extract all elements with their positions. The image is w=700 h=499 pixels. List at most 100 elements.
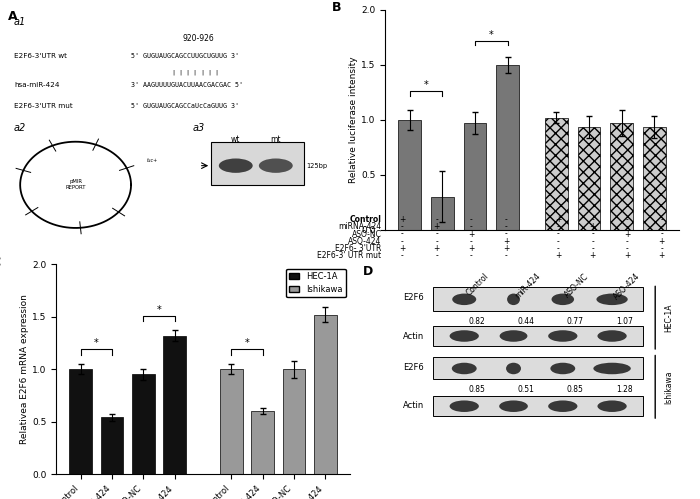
Text: B: B xyxy=(332,1,342,14)
Text: miR-424: miR-424 xyxy=(514,271,542,300)
Y-axis label: Relative luciferase intensity: Relative luciferase intensity xyxy=(349,56,358,183)
Bar xyxy=(433,396,643,416)
Text: 0.51: 0.51 xyxy=(517,385,534,394)
Bar xyxy=(398,120,421,230)
Text: mt: mt xyxy=(270,135,281,144)
Ellipse shape xyxy=(507,293,520,305)
Bar xyxy=(314,315,337,474)
Text: ASO-424: ASO-424 xyxy=(348,237,382,246)
Text: -: - xyxy=(556,244,559,253)
Text: ASO-NC: ASO-NC xyxy=(563,271,590,299)
Text: -: - xyxy=(660,244,663,253)
Text: 0.82: 0.82 xyxy=(468,317,485,326)
Text: E2F6- 3'UTR: E2F6- 3'UTR xyxy=(335,244,382,253)
Text: -: - xyxy=(470,237,473,246)
Text: +: + xyxy=(434,223,440,232)
Text: 1.07: 1.07 xyxy=(616,317,633,326)
Ellipse shape xyxy=(598,400,626,412)
Text: -: - xyxy=(592,215,594,224)
Text: +: + xyxy=(589,223,596,232)
Text: |: | xyxy=(187,70,189,75)
Text: -: - xyxy=(435,251,438,260)
Text: *: * xyxy=(489,29,493,39)
Text: Ishikawa: Ishikawa xyxy=(664,370,673,404)
Text: -: - xyxy=(626,244,629,253)
Text: -: - xyxy=(505,215,508,224)
Text: HEC-1A: HEC-1A xyxy=(664,303,673,332)
Text: 1.28: 1.28 xyxy=(616,385,633,394)
Text: 5' GUGUAUGCAGCCUUGCUGUUG 3': 5' GUGUAUGCAGCCUUGCUGUUG 3' xyxy=(131,53,239,59)
Text: 125bp: 125bp xyxy=(307,163,328,169)
Text: -: - xyxy=(470,251,473,260)
Bar xyxy=(164,336,186,474)
Bar xyxy=(463,123,486,230)
Text: |: | xyxy=(172,70,174,75)
Text: 0.85: 0.85 xyxy=(468,385,485,394)
Text: 0.77: 0.77 xyxy=(566,317,584,326)
Text: -: - xyxy=(435,237,438,246)
Ellipse shape xyxy=(548,400,578,412)
Bar xyxy=(643,127,666,230)
Text: Actin: Actin xyxy=(402,401,424,410)
Y-axis label: Relativea E2F6 mRNA expression: Relativea E2F6 mRNA expression xyxy=(20,294,29,444)
Text: 3' AAGUUUUGUACUUAACGACGAC 5': 3' AAGUUUUGUACUUAACGACGAC 5' xyxy=(131,82,243,88)
Text: wt: wt xyxy=(231,135,240,144)
Text: |: | xyxy=(194,70,196,75)
Ellipse shape xyxy=(552,293,574,305)
Text: -: - xyxy=(470,223,473,232)
Text: -: - xyxy=(626,223,629,232)
Text: -: - xyxy=(505,251,508,260)
Text: *: * xyxy=(244,338,249,348)
Text: hsa-miR-424: hsa-miR-424 xyxy=(14,82,60,88)
Text: +: + xyxy=(659,237,665,246)
Text: +: + xyxy=(503,244,509,253)
Text: +: + xyxy=(589,251,596,260)
Text: D: D xyxy=(363,265,373,278)
Text: +: + xyxy=(555,251,561,260)
Bar xyxy=(220,369,242,474)
Text: -: - xyxy=(660,215,663,224)
Text: -: - xyxy=(626,215,629,224)
Text: a3: a3 xyxy=(193,123,205,133)
Text: 5' GUGUAUGCAGCCaUcCaGUUG 3': 5' GUGUAUGCAGCCaUcCaGUUG 3' xyxy=(131,103,239,109)
Text: ASO-424: ASO-424 xyxy=(612,271,642,301)
Ellipse shape xyxy=(219,159,253,173)
Text: +: + xyxy=(503,237,509,246)
Text: a2: a2 xyxy=(14,123,27,133)
Ellipse shape xyxy=(506,363,521,374)
Text: +: + xyxy=(659,251,665,260)
Text: -: - xyxy=(556,223,559,232)
Ellipse shape xyxy=(449,400,479,412)
Text: miRNA-424: miRNA-424 xyxy=(338,223,382,232)
Text: -: - xyxy=(556,237,559,246)
Bar xyxy=(101,418,123,474)
Bar xyxy=(283,369,305,474)
Text: ASO-NC: ASO-NC xyxy=(351,230,382,239)
Text: *: * xyxy=(157,305,162,315)
Text: -: - xyxy=(592,237,594,246)
Text: -: - xyxy=(505,223,508,232)
Text: -: - xyxy=(660,230,663,239)
Ellipse shape xyxy=(598,330,626,342)
Text: *: * xyxy=(424,80,428,90)
Text: +: + xyxy=(468,230,475,239)
Text: *: * xyxy=(94,338,99,348)
Text: 920-926: 920-926 xyxy=(183,34,215,43)
Text: -: - xyxy=(556,230,559,239)
Text: |: | xyxy=(215,70,217,75)
Text: luc+: luc+ xyxy=(146,158,158,163)
Ellipse shape xyxy=(500,330,527,342)
Text: a1: a1 xyxy=(14,17,27,27)
Text: +: + xyxy=(468,244,475,253)
Text: A: A xyxy=(8,10,18,23)
Text: +: + xyxy=(399,244,405,253)
Text: |: | xyxy=(208,70,210,75)
Text: *: * xyxy=(307,277,312,287)
Text: -: - xyxy=(660,223,663,232)
Text: E2F6-3'UTR wt: E2F6-3'UTR wt xyxy=(14,53,67,59)
Text: +: + xyxy=(399,215,405,224)
Bar xyxy=(545,118,568,230)
Text: -: - xyxy=(401,237,404,246)
Bar xyxy=(431,197,454,230)
Bar xyxy=(69,369,92,474)
